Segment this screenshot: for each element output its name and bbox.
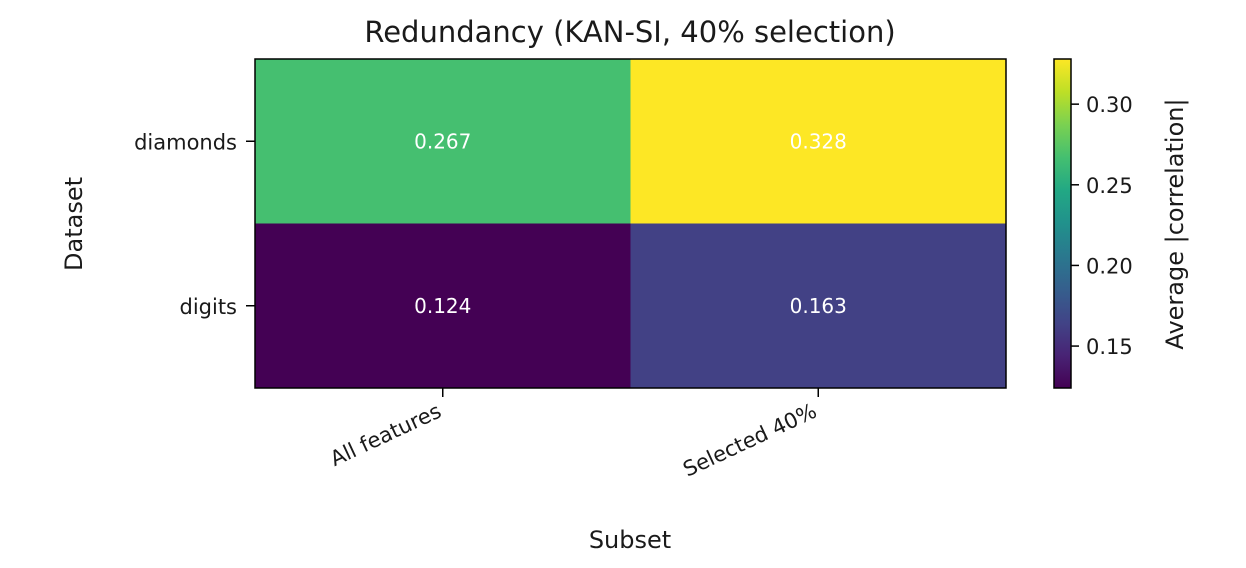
cell-value-label: 0.163: [790, 294, 847, 318]
chart-title: Redundancy (KAN-SI, 40% selection): [364, 15, 895, 49]
heatmap-cell: [255, 59, 631, 224]
x-tick-label-all-features: All features: [326, 399, 444, 471]
cell-value-label: 0.124: [414, 294, 471, 318]
heatmap-cell-labels: 0.267 0.328 0.124 0.163: [414, 129, 847, 318]
colorbar-tick-label: 0.30: [1086, 93, 1133, 117]
cell-value-label: 0.267: [414, 129, 471, 153]
colorbar-ticks: 0.15 0.20 0.25 0.30: [1071, 93, 1133, 359]
x-axis-ticks: All features Selected 40%: [326, 388, 820, 482]
cell-value-label: 0.328: [790, 129, 847, 153]
y-axis-ticks: diamonds digits: [134, 130, 255, 319]
y-tick-label-digits: digits: [179, 295, 237, 319]
y-tick-label-diamonds: diamonds: [134, 130, 237, 154]
colorbar-tick-label: 0.15: [1086, 335, 1133, 359]
plot-frame: [254, 58, 1007, 389]
y-axis-label: Dataset: [60, 177, 88, 271]
colorbar-label: Average |correlation|: [1161, 98, 1189, 349]
colorbar-tick-label: 0.25: [1086, 174, 1133, 198]
colorbar: [1053, 58, 1072, 389]
x-axis-label: Subset: [589, 526, 671, 554]
heatmap-cells: [255, 59, 1006, 388]
heatmap-cell: [630, 223, 1006, 388]
x-tick-label-selected-40: Selected 40%: [679, 399, 820, 482]
heatmap-cell: [630, 59, 1006, 224]
colorbar-tick-label: 0.20: [1086, 254, 1133, 278]
heatmap-cell: [255, 223, 631, 388]
